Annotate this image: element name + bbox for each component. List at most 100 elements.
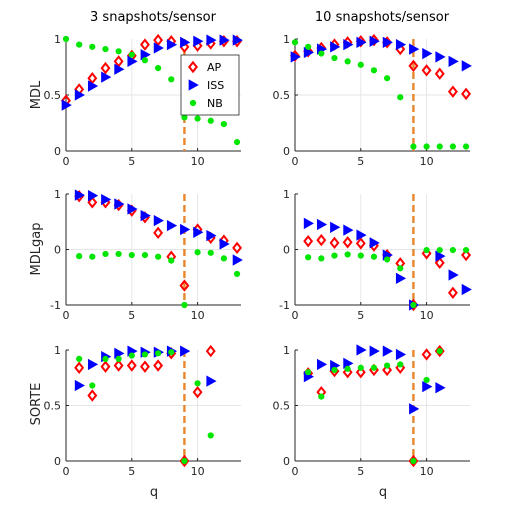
- x-tick-label: 5: [128, 155, 135, 168]
- nb-point: [410, 143, 417, 150]
- ap-point: [126, 359, 137, 372]
- ap-point: [434, 67, 445, 80]
- legend-nb-marker: [189, 99, 197, 107]
- iss-point: [369, 237, 380, 249]
- nb-point: [357, 364, 364, 371]
- iss-point: [382, 36, 393, 49]
- y-tick-label: 1: [283, 33, 290, 46]
- nb-point: [462, 246, 470, 254]
- ap-point: [232, 241, 243, 255]
- nb-point: [115, 48, 122, 55]
- iss-point: [114, 347, 125, 359]
- ap-point: [461, 87, 472, 101]
- panel-mdlgap-10: 0 5 10-101: [279, 188, 472, 322]
- iss-point: [114, 198, 125, 210]
- iss-point: [101, 71, 112, 83]
- panel-sorte-3: 0 5 10 0 0.5 1: [44, 344, 241, 478]
- nb-point: [220, 121, 227, 128]
- iss-point: [180, 345, 191, 357]
- nb-point: [207, 249, 214, 256]
- iss-point: [127, 203, 138, 215]
- iss-point: [114, 63, 125, 75]
- y-tick-label: 0: [283, 244, 290, 257]
- iss-point: [101, 193, 112, 206]
- iss-point: [343, 38, 354, 51]
- x-tick-label: 0: [292, 155, 299, 168]
- xlabel-q-right: q: [379, 485, 387, 500]
- iss-point: [87, 80, 99, 92]
- iss-point: [422, 47, 433, 60]
- iss-point: [127, 55, 138, 68]
- iss-point: [303, 217, 314, 230]
- panel-sorte-10: 0 5 10 0 0.5 1: [273, 344, 470, 478]
- ap-point: [100, 61, 111, 75]
- nb-point: [370, 364, 378, 371]
- iss-point: [409, 403, 420, 415]
- iss-point: [290, 51, 301, 63]
- iss-point: [74, 89, 85, 101]
- nb-point: [102, 45, 109, 53]
- nb-point: [141, 351, 149, 358]
- ap-point: [434, 256, 445, 270]
- iss-point: [356, 229, 367, 241]
- nb-point: [194, 115, 201, 122]
- iss-point: [74, 379, 85, 392]
- nb-point: [89, 43, 96, 50]
- nb-point: [384, 75, 391, 82]
- y-tick-label: 1: [283, 188, 290, 201]
- nb-point: [410, 301, 417, 309]
- nb-point: [128, 251, 135, 259]
- nb-point: [410, 457, 417, 465]
- iss-point: [395, 272, 407, 285]
- iss-point: [193, 35, 204, 47]
- nb-point: [141, 251, 149, 259]
- ap-point: [421, 64, 432, 77]
- ap-point: [303, 234, 314, 248]
- nb-point: [397, 361, 404, 368]
- nb-point: [423, 143, 430, 150]
- nb-point: [370, 67, 378, 74]
- nb-point: [423, 376, 430, 384]
- iss-point: [61, 99, 72, 111]
- y-tick-label: 1: [54, 344, 61, 357]
- nb-point: [305, 254, 312, 261]
- ap-point: [316, 233, 327, 247]
- iss-point: [140, 49, 151, 61]
- x-tick-label: 10: [191, 155, 205, 168]
- nb-point: [62, 35, 70, 43]
- y-tick-label: -1: [279, 299, 290, 312]
- nb-point: [291, 39, 299, 46]
- legend-ap-marker: [188, 60, 198, 74]
- iss-point: [180, 36, 191, 49]
- ap-point: [179, 279, 190, 292]
- iss-point: [435, 51, 446, 63]
- ap-point: [113, 359, 124, 372]
- y-tick-label: 1: [54, 188, 61, 201]
- nb-point: [168, 257, 175, 264]
- nb-point: [357, 61, 364, 68]
- iss-point: [369, 35, 380, 47]
- nb-point: [436, 246, 443, 254]
- iss-point: [180, 223, 191, 236]
- x-tick-label: 0: [292, 309, 299, 322]
- iss-point: [232, 254, 243, 266]
- iss-point: [193, 226, 204, 238]
- iss-point: [153, 42, 164, 54]
- iss-point: [166, 219, 178, 232]
- x-tick-label: 0: [63, 155, 70, 168]
- nb-point: [462, 143, 470, 150]
- iss-point: [356, 344, 367, 356]
- legend-ap-label: AP: [207, 61, 222, 74]
- x-tick-label: 10: [420, 465, 434, 478]
- x-tick-label: 5: [357, 155, 364, 168]
- nb-point: [305, 369, 312, 376]
- iss-point: [74, 189, 85, 201]
- xlabel-q-left: q: [150, 485, 158, 500]
- iss-point: [461, 60, 472, 72]
- ap-point: [408, 59, 419, 73]
- iss-point: [382, 345, 393, 357]
- y-tick-label: 0.5: [44, 89, 62, 102]
- ap-point: [329, 236, 340, 250]
- nb-point: [449, 246, 456, 254]
- panel-mdl-3: 0 5 10 0 0.5 1 AP ISS NB: [44, 33, 243, 168]
